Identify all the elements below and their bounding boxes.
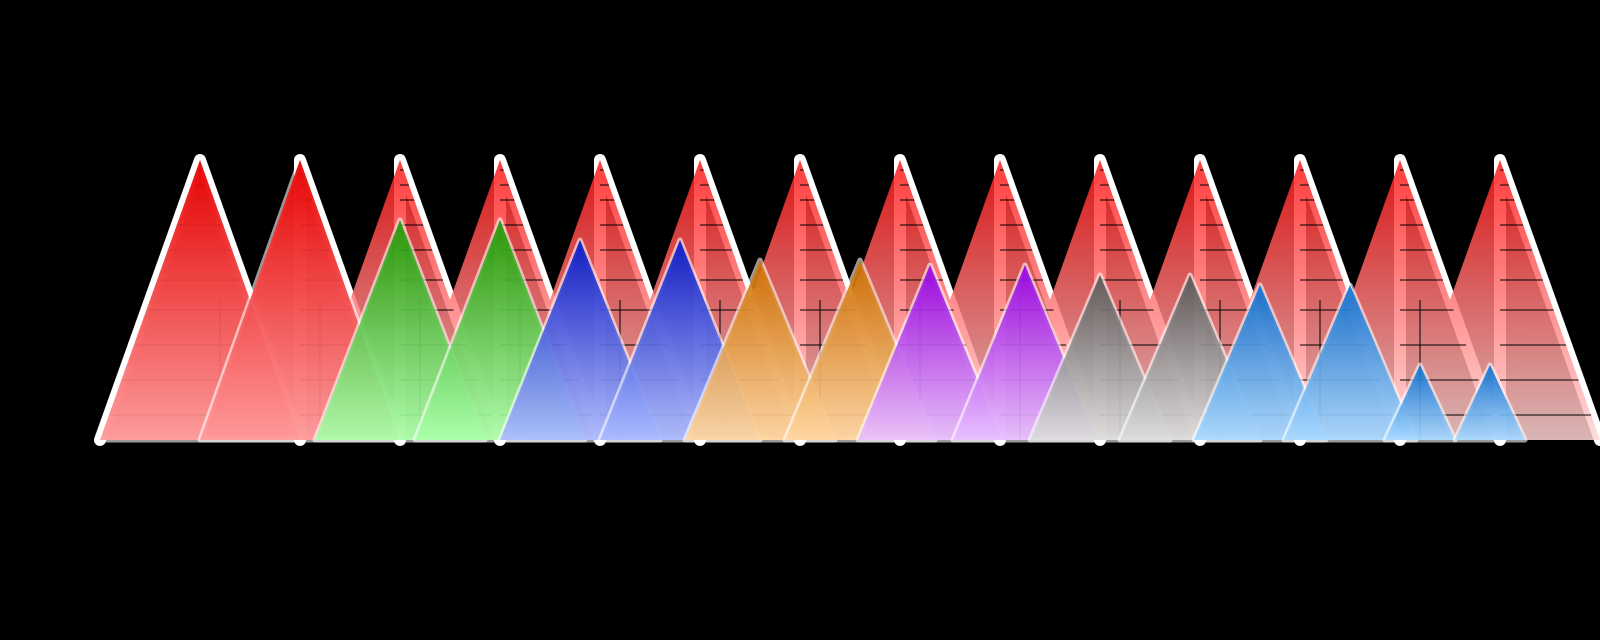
triangle-chart — [0, 0, 1600, 640]
